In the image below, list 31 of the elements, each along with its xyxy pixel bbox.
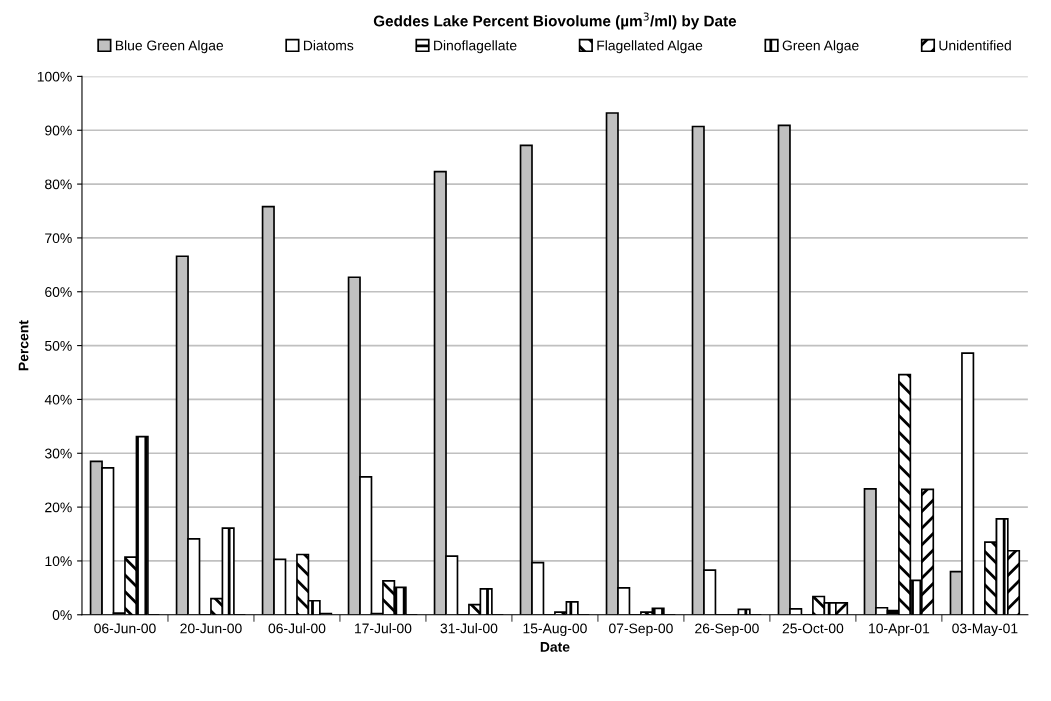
y-tick-label: 90% [45,125,72,136]
x-tick-label: 03-May-01 [952,623,1018,637]
legend-label: Dinoflagellate [434,40,517,54]
x-tick-label: 20-Jun-00 [180,623,242,634]
legend-label: Flagellated Algae [597,40,703,54]
legend-label: Green Algae [782,40,859,54]
x-tick-label: 25-Oct-00 [782,623,844,634]
y-tick-label: 70% [45,233,72,244]
x-tick-label: 17-Jul-00 [355,623,412,634]
y-tick-label: 100% [37,71,72,82]
y-tick-label: 10% [45,556,72,567]
legend-label: Blue Green Algae [115,40,224,54]
y-tick-label: 40% [44,394,72,405]
legend-label: Diatoms [303,40,354,51]
y-tick-label: 0% [52,610,72,620]
x-tick-label: 26-Sep-00 [695,623,759,637]
x-tick-label: 10-Apr-01 [869,623,930,637]
y-tick-label: 80% [45,179,72,190]
y-axis-title: Percent [18,320,29,371]
y-tick-label: 20% [45,502,72,513]
x-axis-title: Date [540,642,570,652]
x-tick-label: 15-Aug-00 [523,623,587,637]
y-tick-label: 30% [44,448,72,459]
x-tick-label: 31-Jul-00 [440,623,498,634]
y-tick-label: 60% [45,287,72,297]
x-tick-label: 06-Jun-00 [94,623,156,634]
x-tick-label: 06-Jul-00 [268,623,326,634]
x-tick-label: 07-Sep-00 [609,623,673,637]
y-tick-label: 50% [45,340,72,351]
legend-label: Unidentified [939,40,1011,51]
chart-title: Geddes Lake Percent Biovolume (µm$^{3}$/ml) by Date [373,12,737,30]
